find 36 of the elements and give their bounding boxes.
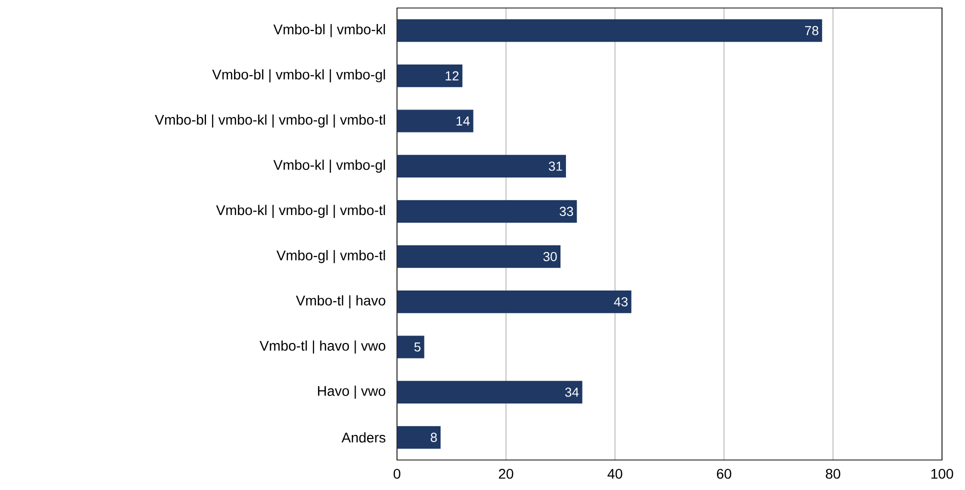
data-label: 31 xyxy=(548,162,562,171)
data-label: 5 xyxy=(414,342,421,352)
x-tick-label: 100 xyxy=(931,468,954,479)
data-label: 30 xyxy=(543,252,557,262)
y-tick-label: Havo | vwo xyxy=(318,386,386,399)
data-label: 8 xyxy=(430,432,437,442)
bar xyxy=(397,110,474,132)
data-label: 43 xyxy=(614,297,628,306)
data-label: 12 xyxy=(446,71,459,80)
x-tick-label: 80 xyxy=(826,468,840,479)
y-tick-label: Vmbo-tl | havo | vwo xyxy=(260,340,386,354)
y-tick-label: Vmbo-tl | havo xyxy=(296,295,386,308)
data-label: 78 xyxy=(805,26,818,36)
x-tick-label: 40 xyxy=(608,468,622,479)
bar xyxy=(397,426,441,449)
y-tick-label: Vmbo-bl | vmbo-kl | vmbo-gl xyxy=(212,69,385,82)
y-tick-label: Vmbo-bl | vmbo-kl | vmbo-gl | vmbo-tl xyxy=(154,114,385,128)
bar xyxy=(397,200,577,223)
x-tick-label: 20 xyxy=(498,468,514,479)
x-tick-label: 60 xyxy=(716,468,732,479)
data-label: 34 xyxy=(565,388,579,397)
bar xyxy=(397,64,462,88)
bar xyxy=(397,245,561,268)
bar xyxy=(397,380,582,404)
bar xyxy=(397,336,424,358)
bar xyxy=(397,290,632,314)
data-label: 14 xyxy=(456,116,470,126)
data-label: 33 xyxy=(560,206,574,216)
bar xyxy=(397,154,566,178)
x-tick-label: 0 xyxy=(394,468,400,479)
y-tick-label: Vmbo-kl | vmbo-gl | vmbo-tl xyxy=(216,204,385,218)
y-tick-label: Anders xyxy=(342,432,386,443)
bar xyxy=(397,19,822,42)
y-tick-label: Vmbo-kl | vmbo-gl xyxy=(273,160,385,173)
y-tick-label: Vmbo-bl | vmbo-kl xyxy=(273,24,385,38)
y-tick-label: Vmbo-gl | vmbo-tl xyxy=(276,250,385,264)
